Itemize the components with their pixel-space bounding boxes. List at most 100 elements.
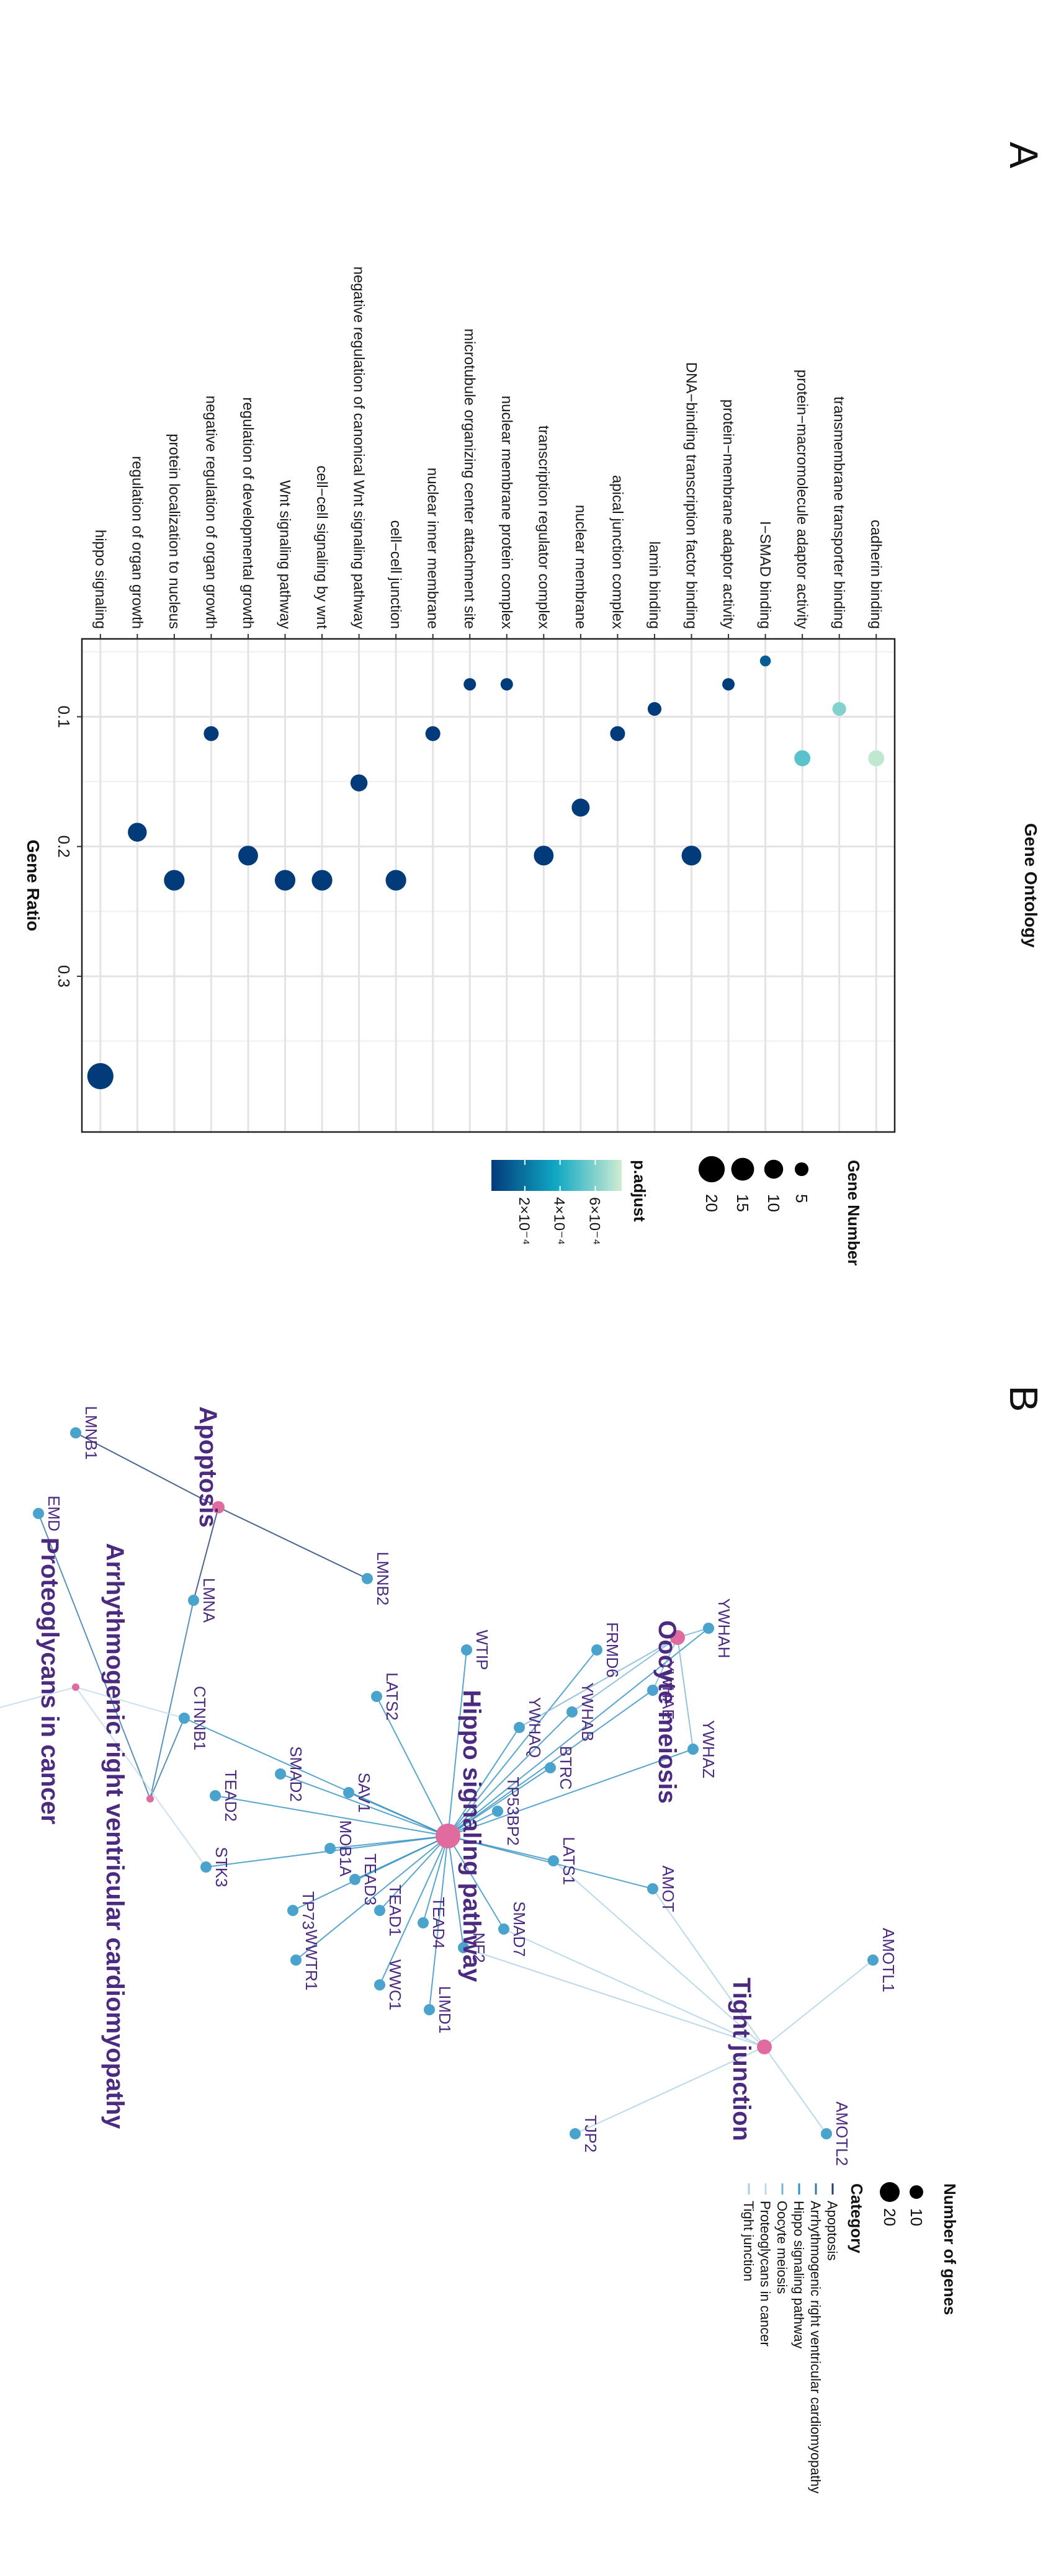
gene-label: YWHAQ xyxy=(526,1697,544,1758)
y-tick-label: Wnt signaling pathway xyxy=(277,480,293,629)
y-tick-label: protein−membrane adaptor activity xyxy=(720,399,736,629)
legend-category-label: Arrhythmogenic right ventricular cardiom… xyxy=(808,2201,823,2494)
gene-node-amot xyxy=(647,1883,658,1894)
edge-stk3 xyxy=(75,1687,207,1868)
panel-a-dotplot: cadherin binding transmembrane transporte… xyxy=(24,267,1040,1266)
dot-14 xyxy=(350,774,368,791)
gene-node-tead1 xyxy=(374,1905,385,1916)
gene-node-stk3 xyxy=(200,1861,212,1873)
y-tick-label: microtubule organizing center attachment… xyxy=(461,329,478,629)
gene-label: LMNA xyxy=(200,1578,218,1623)
edge-ctnnb1 xyxy=(75,1687,185,1719)
edge-tead1 xyxy=(379,1835,449,1911)
x-axis-label: Gene Ratio xyxy=(24,840,43,932)
gene-node-lmnb1 xyxy=(70,1427,81,1438)
gene-label: LATS2 xyxy=(383,1672,401,1721)
gene-node-limd1 xyxy=(424,2004,435,2015)
gene-label: YWHAZ xyxy=(699,1720,718,1778)
size-legend-title: Gene Number xyxy=(844,1160,863,1266)
y-tick-label: protein localization to nucleus xyxy=(166,434,182,629)
edge-ywhab xyxy=(447,1711,573,1837)
gene-node-frmd6 xyxy=(591,1644,602,1656)
edge-wwtr1 xyxy=(295,1835,449,1961)
edge-btrc xyxy=(447,1767,551,1837)
dot-8 xyxy=(571,798,590,817)
gene-label: NF2 xyxy=(470,1932,488,1963)
y-tick-label: transcription regulator complex xyxy=(535,426,552,629)
y-tick-label: protein−macromolecule adaptor activity xyxy=(794,370,810,629)
edge-ctnnb1 xyxy=(184,1718,449,1837)
edge-ywhaq xyxy=(519,1637,678,1728)
legend-category-title: Category xyxy=(848,2183,866,2253)
edge-smad7 xyxy=(447,1835,504,1930)
legend-size-dot-20 xyxy=(880,2182,900,2202)
edge-ywhaq xyxy=(447,1727,520,1837)
dot-6 xyxy=(647,702,662,716)
gene-node-smad2 xyxy=(275,1768,286,1780)
y-tick-label: negative regulation of canonical Wnt sig… xyxy=(351,267,367,629)
y-tick-label: regulation of developmental growth xyxy=(239,397,256,629)
edge-ywhae xyxy=(652,1637,678,1691)
gene-node-amotl2 xyxy=(821,2128,832,2139)
size-legend-label: 20 xyxy=(702,1194,721,1212)
gene-label: YWHAB xyxy=(578,1682,597,1741)
gene-label: TEAD3 xyxy=(361,1853,380,1905)
gene-node-emd xyxy=(33,1508,44,1519)
gene-node-lats2 xyxy=(371,1691,382,1702)
gene-node-ywhah xyxy=(703,1623,714,1634)
dot-20 xyxy=(128,822,147,842)
edge-limd1 xyxy=(429,1835,449,2010)
gene-node-tead2 xyxy=(210,1790,221,1801)
edge-erbb4 xyxy=(0,1687,76,1731)
legend-size-dot-10 xyxy=(910,2185,923,2199)
category-node-1 xyxy=(670,1630,685,1645)
y-tick-label: nuclear membrane protein complex xyxy=(498,396,515,629)
size-legend-dot xyxy=(731,1157,754,1181)
edge-smad2 xyxy=(280,1773,449,1837)
legend-category-label: Tight junction xyxy=(741,2201,756,2281)
category-label: Oocyte meiosis xyxy=(653,1620,681,1804)
edge-lats1 xyxy=(553,1860,765,2048)
category-label: Apoptosis xyxy=(194,1406,221,1528)
gene-node-sav1 xyxy=(343,1787,354,1798)
edge-ywhaz xyxy=(447,1749,694,1837)
color-legend-bar xyxy=(491,1160,622,1191)
gene-label: SAV1 xyxy=(355,1773,374,1813)
legend-size-label: 20 xyxy=(880,2208,899,2226)
gene-label: MOB1A xyxy=(336,1820,355,1877)
edge-wwc1 xyxy=(379,1835,449,1985)
size-legend-label: 15 xyxy=(733,1194,752,1212)
dot-17 xyxy=(238,845,258,866)
dot-18 xyxy=(204,726,219,741)
dot-7 xyxy=(610,726,625,741)
category-label: Proteoglycans in cancer xyxy=(36,1538,63,1824)
category-node-2 xyxy=(757,2039,772,2054)
edge-amot xyxy=(652,1888,765,2048)
dot-13 xyxy=(385,870,406,891)
gene-label: TEAD4 xyxy=(429,1897,448,1949)
legend-size-title: Number of genes xyxy=(941,2183,959,2315)
edge-tead2 xyxy=(215,1795,449,1837)
edge-wtip xyxy=(447,1649,467,1837)
legend-category-label: Proteoglycans in cancer xyxy=(758,2201,773,2346)
gene-node-lmna xyxy=(188,1595,199,1606)
y-tick-label: cell−cell junction xyxy=(387,520,404,629)
gene-label: TJP2 xyxy=(581,2115,600,2153)
category-node-3 xyxy=(212,1501,225,1513)
dot-9 xyxy=(534,845,554,866)
gene-label: LATS1 xyxy=(560,1837,578,1885)
x-tick-label: 0.1 xyxy=(55,705,73,728)
gene-label: TP73 xyxy=(299,1891,318,1930)
gene-node-ctnnb1 xyxy=(179,1713,190,1724)
edge-lmna xyxy=(193,1507,219,1601)
edge-tp73 xyxy=(292,1835,449,1911)
category-label: Arrhythmogenic right ventricular cardiom… xyxy=(101,1543,128,2129)
network-legend: Number of genes 10 20 Category ApoptosisArrh… xyxy=(741,2182,959,2494)
gene-node-wtip xyxy=(461,1644,472,1656)
category-label: Tight junction xyxy=(728,1977,755,2141)
panel-a-label: A xyxy=(1001,142,1046,169)
dot-11 xyxy=(463,678,477,691)
gene-node-mob1a xyxy=(324,1843,336,1854)
